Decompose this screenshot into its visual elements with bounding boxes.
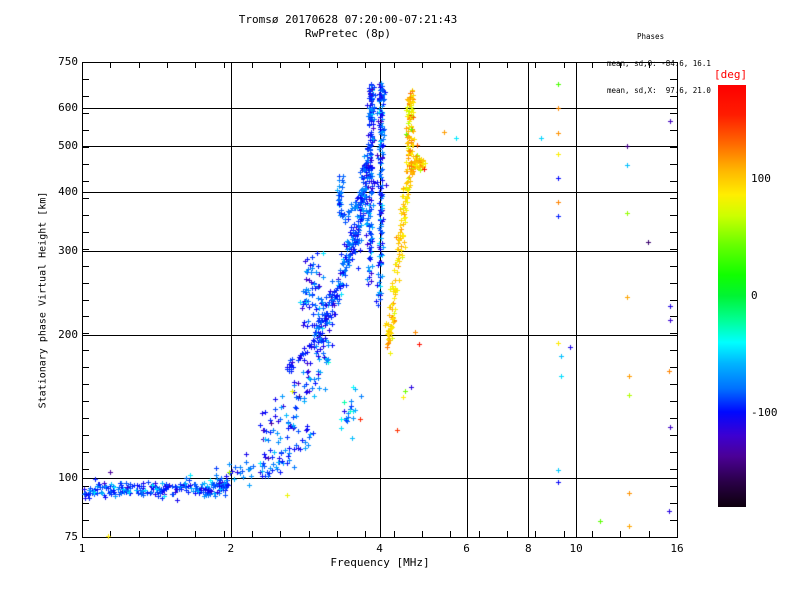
- x-tick-label: 4: [376, 542, 383, 555]
- phase-stats-block: Phases mean, sd,O: -84.6, 16.1 mean, sd,…: [607, 14, 711, 113]
- y-tick-label: 600: [58, 101, 78, 115]
- colorbar-tick-label: 100: [751, 171, 771, 185]
- x-tick-label: 10: [569, 542, 583, 555]
- x-axis-label: Frequency [MHz]: [330, 556, 430, 569]
- y-tick-label: 400: [58, 184, 78, 198]
- x-tick-label: 8: [524, 542, 532, 555]
- y-tick-label: 750: [58, 55, 78, 68]
- y-tick-label: 75: [64, 530, 78, 543]
- y-axis-label: Stationary phase Virtual Height [km]: [37, 191, 49, 409]
- x-tick-label: 2: [227, 542, 235, 555]
- plot-title: Tromsø 20170628 07:20:00-07:21:43: [238, 13, 458, 26]
- phase-stats-o-mode: mean, sd,O: -84.6, 16.1: [607, 59, 711, 68]
- y-tick-label: 500: [58, 138, 78, 152]
- phase-stats-x-mode: mean, sd,X: 97.6, 21.0: [607, 86, 711, 95]
- colorbar-title: [deg]: [714, 68, 748, 81]
- plot-subtitle: RwPretec (8p): [304, 27, 392, 40]
- phase-stats-header: Phases: [637, 32, 665, 41]
- y-tick-label: 200: [58, 327, 78, 341]
- x-tick-label: 16: [670, 542, 684, 555]
- colorbar-gradient: [718, 85, 746, 507]
- x-tick-label: 1: [78, 542, 86, 555]
- x-tick-label: 6: [463, 542, 470, 555]
- colorbar-tick-label: -100: [751, 406, 778, 420]
- colorbar-tick-label: 0: [751, 289, 758, 302]
- y-tick-label: 300: [58, 244, 78, 258]
- y-tick-label: 100: [58, 470, 78, 484]
